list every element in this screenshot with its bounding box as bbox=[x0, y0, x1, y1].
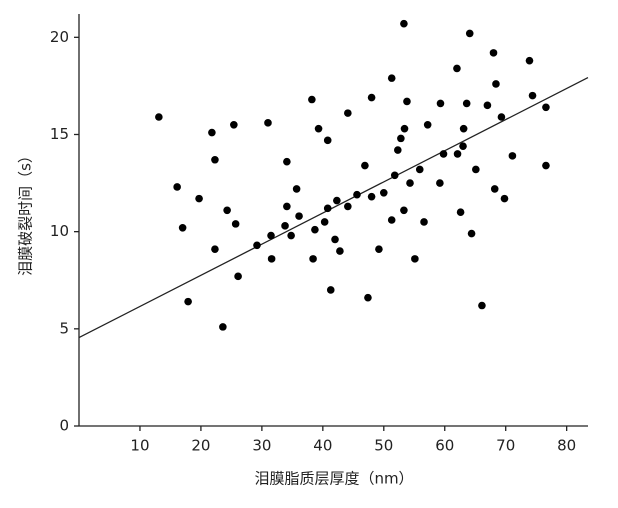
point bbox=[195, 194, 203, 203]
y-axis-label: 泪膜破裂时间（s） bbox=[17, 148, 35, 276]
point bbox=[308, 95, 316, 104]
point bbox=[230, 120, 238, 129]
point bbox=[367, 93, 376, 102]
point bbox=[483, 101, 492, 110]
point bbox=[500, 194, 509, 203]
point bbox=[178, 223, 187, 232]
x-tick-label: 80 bbox=[557, 437, 576, 455]
point bbox=[234, 272, 242, 281]
point bbox=[264, 119, 272, 127]
x-tick-label: 40 bbox=[313, 437, 332, 455]
point bbox=[295, 212, 303, 220]
point bbox=[379, 188, 388, 197]
point bbox=[387, 74, 396, 82]
point bbox=[439, 150, 448, 158]
point bbox=[231, 220, 240, 228]
point bbox=[394, 146, 402, 154]
y-tick-label: 15 bbox=[50, 125, 69, 143]
x-axis-label: 泪膜脂质层厚度（nm） bbox=[254, 470, 413, 488]
point bbox=[208, 128, 216, 137]
x-tick-label: 50 bbox=[374, 437, 393, 455]
point bbox=[472, 165, 480, 174]
point bbox=[508, 152, 517, 160]
point bbox=[364, 293, 372, 302]
point bbox=[253, 241, 261, 250]
point bbox=[406, 179, 414, 187]
point bbox=[489, 49, 498, 57]
point bbox=[184, 297, 192, 306]
y-tick-label: 20 bbox=[50, 28, 69, 46]
point bbox=[323, 204, 332, 213]
point bbox=[311, 225, 319, 234]
point bbox=[211, 155, 219, 164]
point bbox=[155, 113, 163, 121]
y-tick-label: 5 bbox=[59, 319, 69, 337]
point bbox=[283, 202, 291, 211]
point bbox=[456, 208, 465, 217]
point bbox=[219, 323, 227, 331]
point bbox=[390, 171, 399, 180]
point bbox=[267, 231, 275, 240]
point bbox=[336, 247, 344, 255]
point bbox=[283, 157, 291, 166]
point bbox=[415, 165, 424, 174]
point bbox=[344, 202, 352, 211]
point bbox=[436, 179, 444, 187]
point bbox=[292, 185, 301, 193]
point bbox=[453, 150, 462, 158]
point bbox=[420, 218, 428, 226]
point bbox=[411, 255, 419, 263]
point bbox=[542, 161, 550, 170]
point bbox=[453, 64, 461, 73]
point bbox=[323, 136, 332, 145]
point bbox=[333, 196, 341, 205]
point bbox=[423, 120, 432, 129]
point bbox=[361, 161, 369, 170]
point bbox=[287, 231, 295, 240]
point bbox=[528, 91, 537, 100]
point bbox=[397, 134, 405, 143]
point bbox=[281, 222, 289, 230]
trend-line bbox=[78, 76, 589, 339]
point bbox=[525, 56, 534, 65]
point bbox=[490, 185, 499, 193]
point bbox=[467, 229, 476, 238]
point bbox=[459, 142, 467, 150]
point bbox=[400, 19, 408, 28]
point bbox=[465, 29, 474, 38]
point bbox=[326, 286, 335, 294]
point bbox=[497, 113, 506, 121]
point bbox=[400, 124, 409, 133]
point bbox=[400, 206, 408, 215]
x-tick-label: 70 bbox=[496, 437, 515, 455]
point bbox=[353, 190, 361, 199]
point bbox=[211, 245, 219, 253]
point bbox=[320, 218, 329, 226]
y-tick-label: 0 bbox=[59, 417, 69, 435]
point bbox=[375, 245, 383, 253]
x-tick-label: 20 bbox=[191, 437, 210, 455]
point bbox=[459, 124, 468, 133]
point bbox=[267, 255, 276, 263]
point bbox=[331, 235, 339, 244]
point bbox=[223, 206, 231, 215]
point bbox=[173, 183, 181, 191]
point bbox=[309, 255, 317, 263]
point bbox=[387, 216, 396, 224]
point bbox=[492, 80, 500, 88]
point bbox=[344, 109, 352, 117]
point bbox=[436, 99, 445, 108]
point bbox=[542, 103, 550, 112]
x-tick-label: 30 bbox=[252, 437, 271, 455]
point bbox=[478, 301, 486, 310]
point bbox=[403, 97, 411, 106]
x-tick-label: 60 bbox=[435, 437, 454, 455]
point bbox=[462, 99, 471, 108]
x-tick-label: 10 bbox=[130, 437, 149, 455]
point bbox=[314, 124, 323, 133]
point bbox=[367, 192, 376, 201]
y-tick-label: 10 bbox=[50, 222, 69, 240]
